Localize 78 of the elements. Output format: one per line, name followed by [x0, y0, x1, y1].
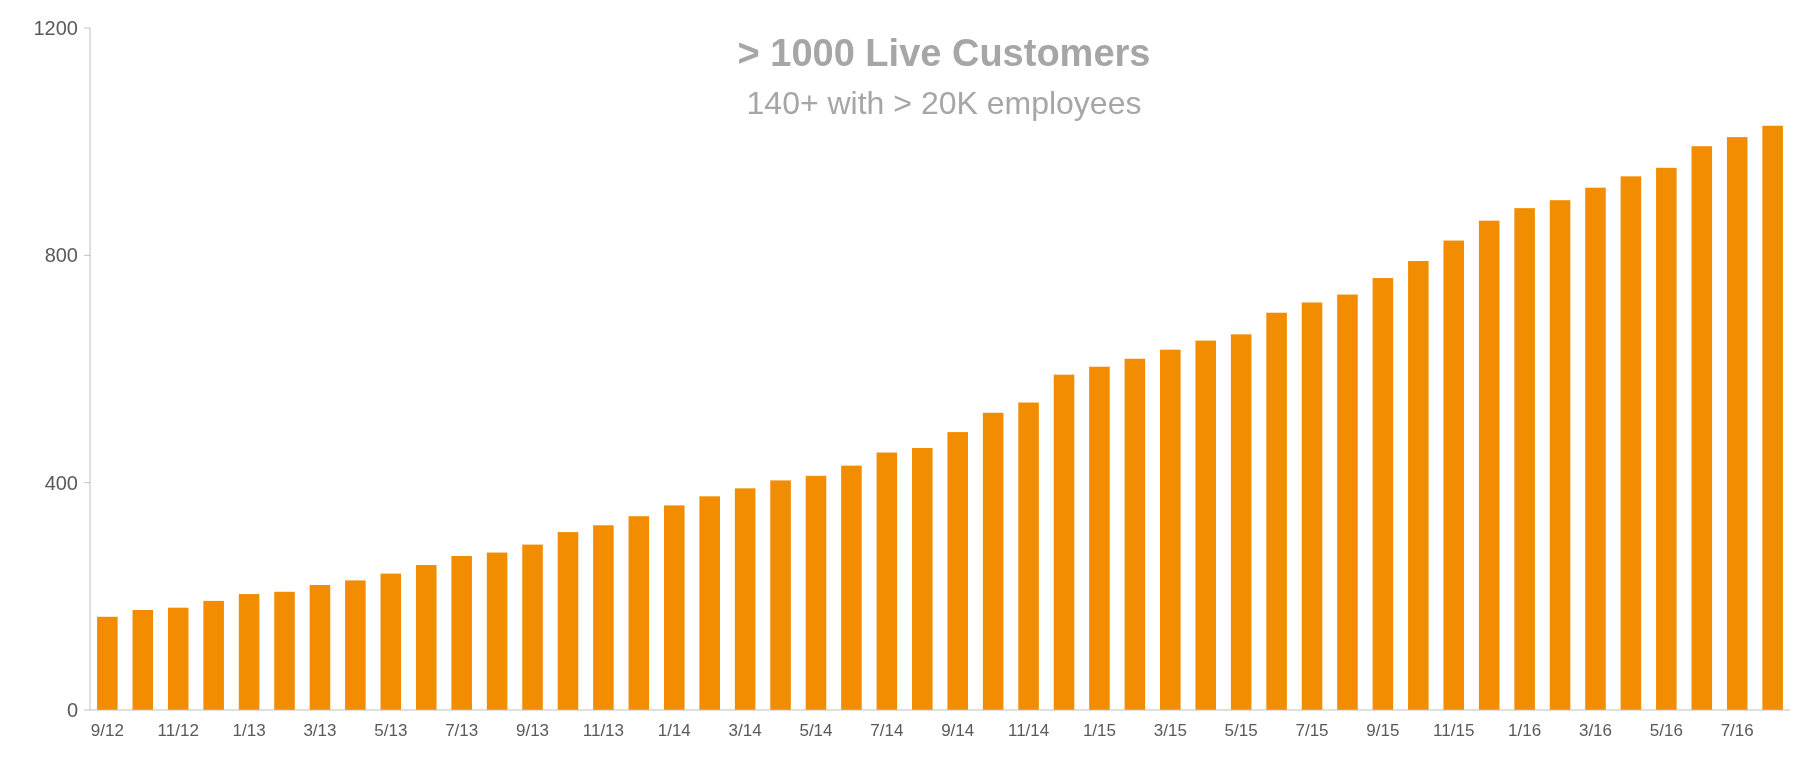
- bar: [1585, 187, 1606, 710]
- x-tick-label: 3/13: [303, 721, 337, 740]
- bar: [1620, 176, 1642, 710]
- bar: [1656, 167, 1677, 710]
- y-tick-label: 1200: [33, 17, 78, 39]
- bar: [1160, 349, 1181, 710]
- x-tick-label: 1/14: [657, 721, 691, 740]
- x-tick-label: 1/15: [1082, 721, 1116, 740]
- bar: [1408, 261, 1429, 710]
- x-tick-label: 9/12: [90, 721, 124, 740]
- bar: [486, 552, 508, 710]
- x-tick-label: 3/15: [1153, 721, 1187, 740]
- x-tick-label: 11/15: [1433, 721, 1475, 740]
- chart-title: > 1000 Live Customers: [737, 32, 1151, 74]
- bar: [1443, 240, 1465, 710]
- x-tick-label: 9/13: [515, 721, 550, 740]
- bar: [1124, 358, 1146, 710]
- bar: [557, 532, 579, 710]
- y-tick-label: 800: [44, 244, 78, 267]
- x-tick-label: 3/14: [728, 721, 762, 740]
- bar: [97, 616, 118, 710]
- y-tick-label: 0: [66, 699, 78, 721]
- bar: [628, 516, 650, 710]
- x-tick-label: 3/16: [1578, 721, 1613, 740]
- bar: [1726, 137, 1748, 710]
- x-tick-label: 7/13: [445, 721, 479, 740]
- bar: [309, 584, 331, 710]
- bar: [663, 505, 685, 710]
- bar: [1372, 278, 1394, 710]
- x-tick-label: 7/15: [1295, 721, 1329, 740]
- x-tick-label: 9/14: [941, 721, 975, 740]
- bar: [203, 600, 224, 710]
- bar: [415, 565, 437, 710]
- bar: [734, 488, 756, 710]
- bar: [770, 480, 791, 710]
- bar: [1691, 146, 1713, 710]
- bar: [345, 580, 366, 710]
- x-tick-label: 7/14: [870, 721, 904, 740]
- bar: [699, 496, 720, 710]
- text: 140+ with > 20K employees: [746, 85, 1142, 121]
- bar: [805, 475, 827, 710]
- bar: [1018, 402, 1039, 710]
- bar: [274, 591, 295, 710]
- bar: [238, 594, 260, 710]
- x-tick-label: 5/16: [1649, 721, 1683, 740]
- y-tick-label: 400: [44, 471, 78, 494]
- x-tick-label: 11/14: [1007, 721, 1050, 740]
- bar: [982, 412, 1004, 710]
- bar: [1266, 312, 1287, 710]
- bar: [1301, 302, 1323, 710]
- bar: [132, 609, 154, 710]
- bar: [1230, 334, 1252, 710]
- bar: [1089, 366, 1110, 710]
- x-tick-label: 11/13: [582, 721, 625, 740]
- bar: [841, 465, 862, 710]
- bar: [451, 555, 472, 710]
- bar: [167, 607, 189, 710]
- x-tick-label: 9/15: [1366, 721, 1400, 740]
- bar: [1514, 208, 1535, 710]
- x-tick-label: 1/13: [232, 721, 266, 740]
- bar: [1337, 294, 1358, 710]
- bar: [380, 573, 402, 710]
- x-tick-label: 7/16: [1720, 721, 1754, 740]
- bar: [1195, 340, 1217, 710]
- bar: [1053, 374, 1075, 710]
- x-tick-label: 5/15: [1224, 721, 1258, 740]
- x-tick-label: 11/12: [157, 721, 199, 740]
- bar: [593, 525, 614, 710]
- bar: [876, 452, 898, 710]
- bar: [912, 448, 933, 710]
- bar: [1762, 125, 1783, 710]
- bar: [947, 432, 968, 710]
- x-tick-label: 1/16: [1508, 721, 1542, 740]
- bar: [522, 544, 543, 710]
- x-tick-label: 5/13: [374, 721, 408, 740]
- bar: [1549, 200, 1571, 710]
- x-tick-label: 5/14: [799, 721, 833, 740]
- bar: [1478, 220, 1500, 710]
